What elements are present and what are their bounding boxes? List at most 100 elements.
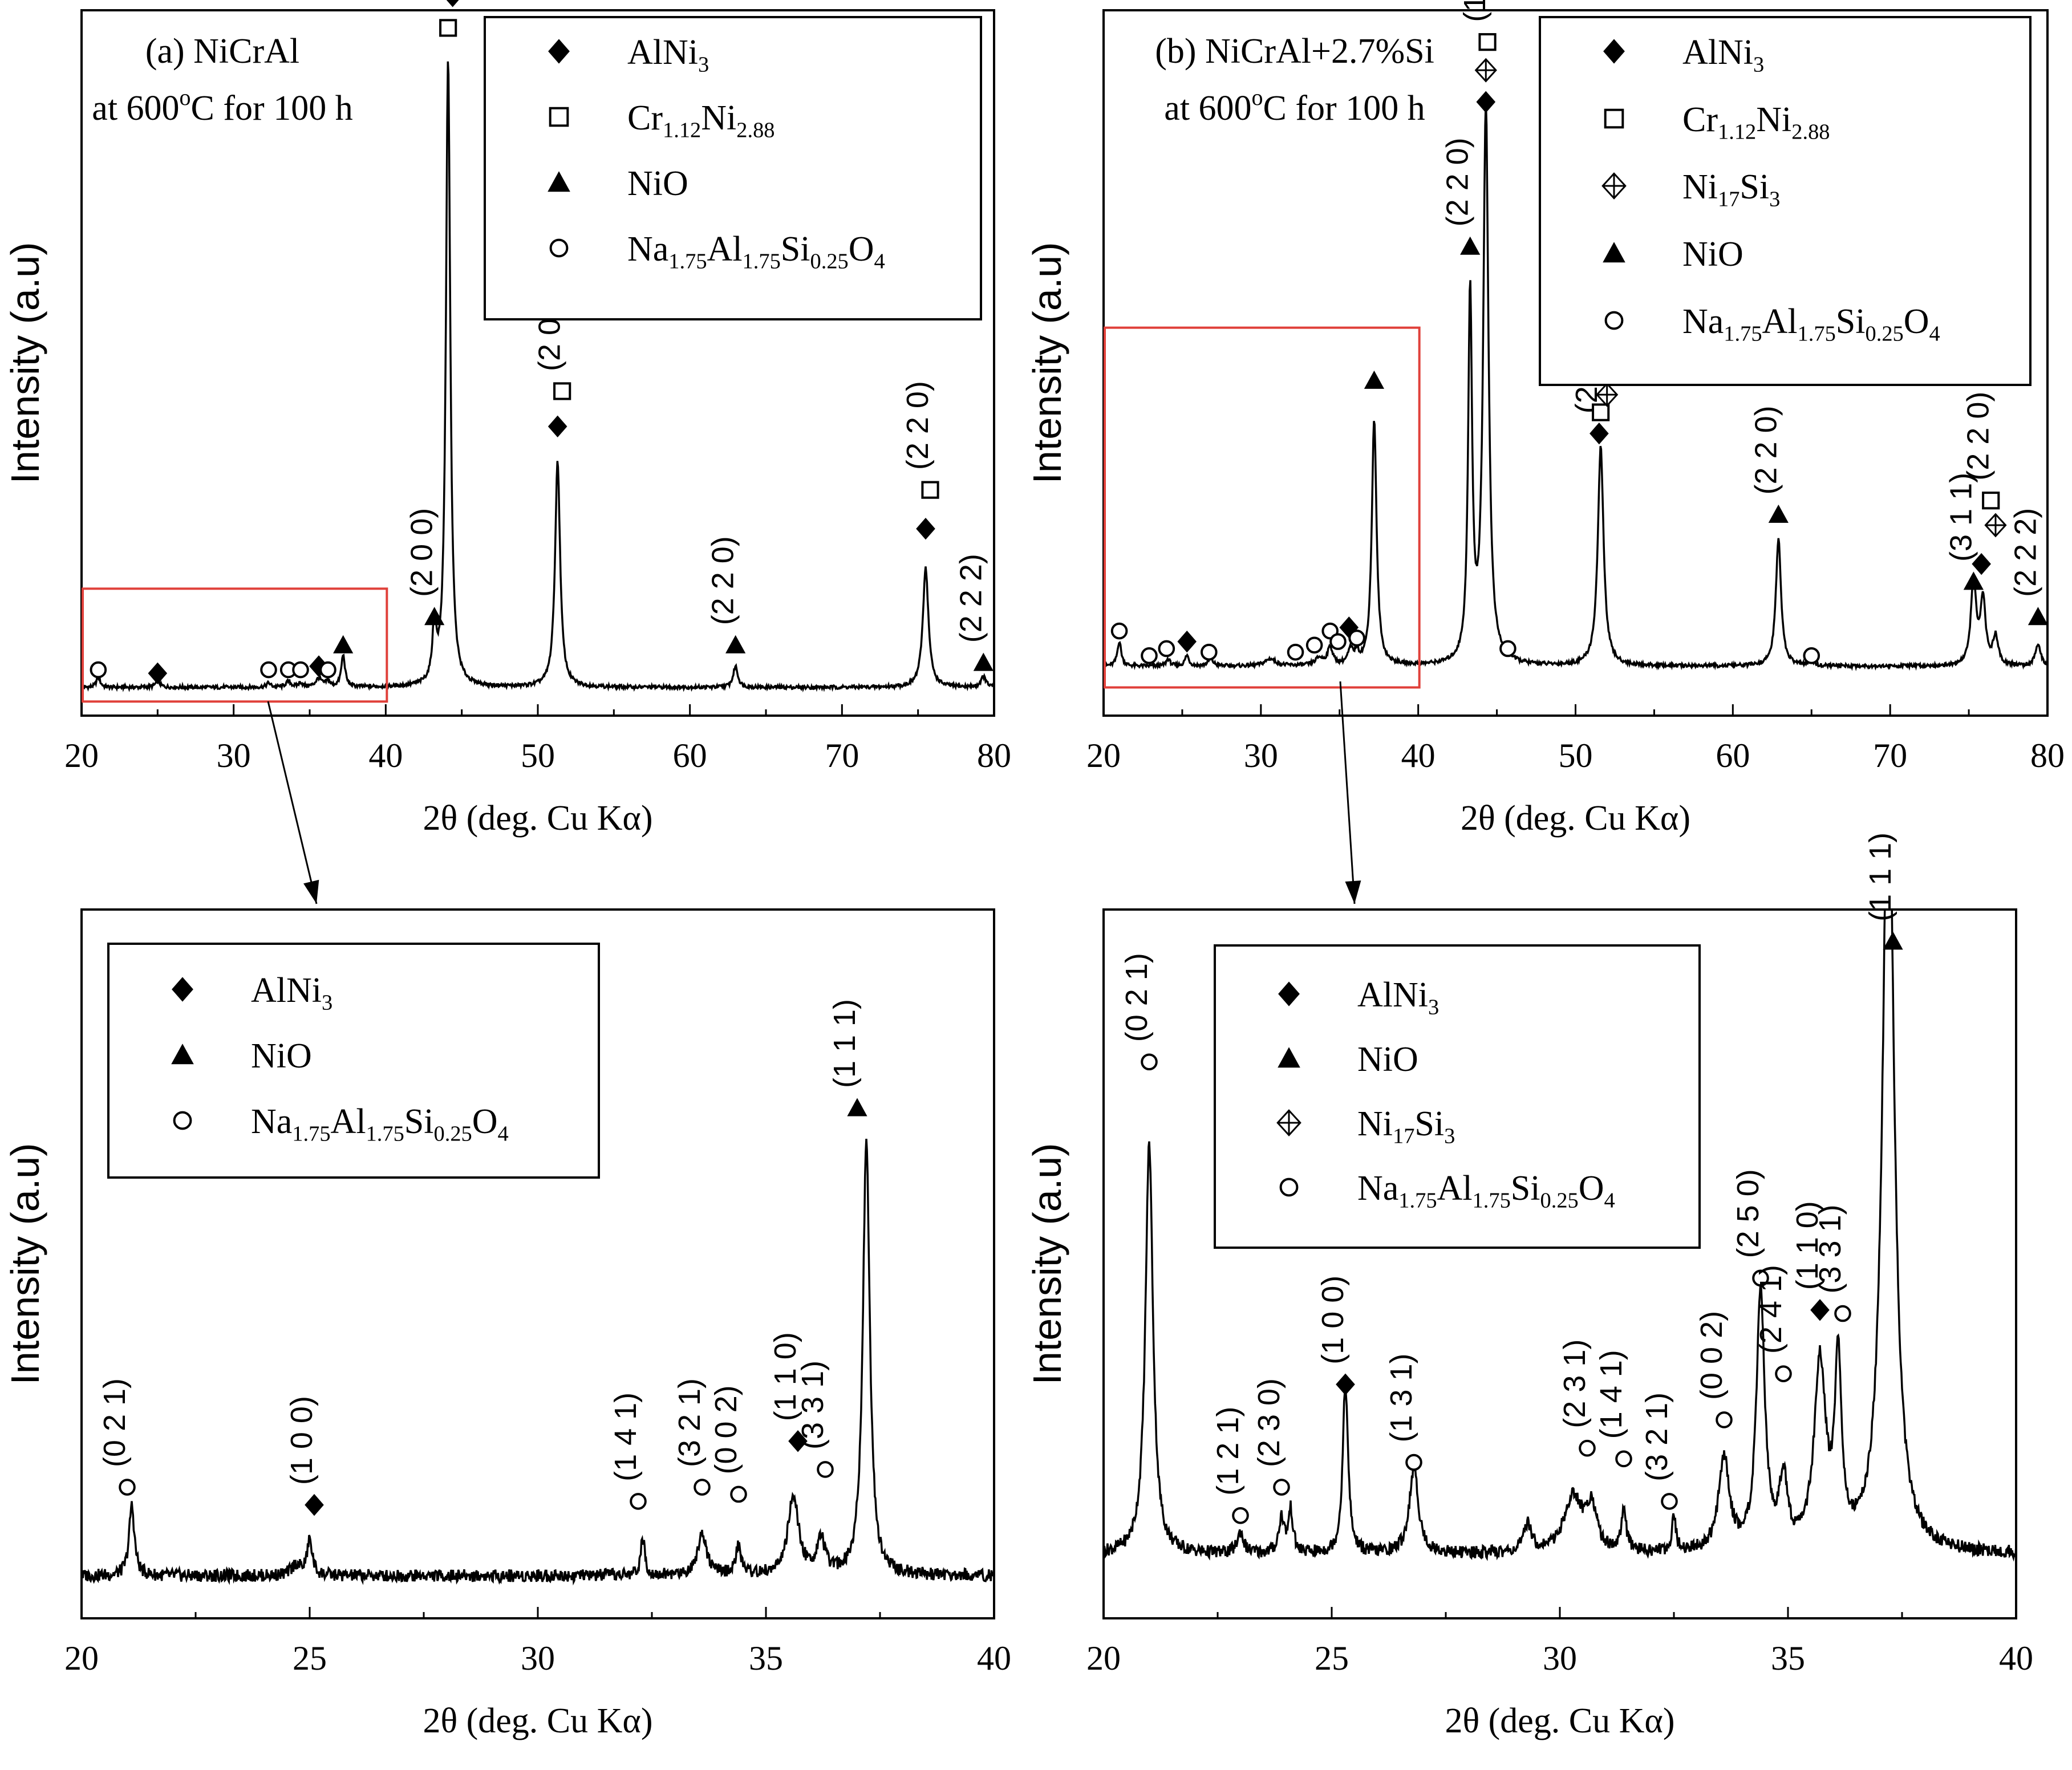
hkl-label: (2 3 0) [1252, 1378, 1286, 1467]
x-tick-label: 30 [1244, 737, 1278, 774]
diamond-shape [172, 977, 193, 1002]
legend-label: Ni17​Si3​ [1682, 168, 1780, 212]
square-shape [553, 382, 571, 400]
legend-item: Na1.75​Al1.75​Si0.25​O4​ [549, 230, 885, 274]
x-tick-label: 50 [521, 737, 555, 774]
x-tick-label: 30 [217, 737, 251, 774]
peak-marker-square-open [1478, 33, 1497, 51]
circle-shape [173, 1111, 192, 1130]
circle-shape [1499, 640, 1517, 657]
circle-shape [730, 1485, 747, 1503]
panel-title: (a) NiCrAl [145, 32, 299, 71]
x-tick-label: 70 [1873, 737, 1907, 774]
legend-item: NiO [171, 1037, 312, 1075]
peak-marker-square-open [1592, 403, 1610, 421]
triangle-shape [725, 635, 746, 653]
hkl-label: (1 0 0) [285, 1396, 319, 1485]
peak-marker-circle-open [1803, 647, 1820, 664]
x-tick-label: 80 [977, 737, 1011, 774]
triangle-shape [2028, 607, 2049, 626]
triangle-shape [1364, 370, 1385, 389]
x-tick-label: 60 [673, 737, 707, 774]
legend: AlNi3​ NiO Ni17​Si3​ Na1.75​Al1.75​Si0.25​O… [1214, 944, 1701, 1249]
circle-shape [1775, 1365, 1792, 1382]
hkl-label: (1 1 1) [1863, 833, 1897, 921]
circle-shape [630, 1493, 647, 1510]
legend-marker-diamond-crossed [1276, 1109, 1301, 1136]
x-axis: 20 25 30 35 40 [64, 1607, 1011, 1677]
peak-marker-circle-open [1273, 1479, 1290, 1496]
legend-marker-circle-open [173, 1111, 192, 1130]
x-tick-label: 35 [749, 1639, 783, 1677]
hkl-label: (2 3 1) [1558, 1339, 1592, 1428]
circle-shape [1752, 1269, 1769, 1287]
x-tick-label: 40 [977, 1639, 1011, 1677]
zoom-arrow-head [303, 879, 319, 904]
triangle-shape [1278, 1047, 1300, 1068]
peak-marker-square-open [439, 19, 457, 37]
hkl-label: (2 2 2) [2008, 508, 2042, 597]
peak-marker-diamond-crossed [1596, 382, 1619, 407]
zoom-arrow-head [1345, 880, 1361, 904]
panel-subtitle: at 600oC for 100 h [92, 84, 352, 128]
x-tick-label: 40 [1401, 737, 1436, 774]
hkl-label: (3 3 1) [1813, 1204, 1847, 1293]
legend-marker-square-open [1604, 108, 1624, 129]
diamond-shape [309, 655, 329, 677]
x-axis-label: 2θ (deg. Cu Kα) [423, 799, 652, 838]
chart-panel-b: 20 30 40 50 60 70 80 2θ (deg. Cu Kα) Intensity (… [1025, 0, 2065, 838]
circle-shape [1232, 1507, 1249, 1524]
triangle-shape [1768, 504, 1789, 523]
diamond-shape [548, 39, 570, 64]
y-axis-label: Intensity (a.u) [1025, 242, 1069, 484]
legend-marker-circle-open [1604, 311, 1624, 330]
peak-marker-diamond-filled [1339, 616, 1359, 639]
hkl-label: (2 4 1) [1754, 1265, 1788, 1354]
legend-label: Na1.75​Al1.75​Si0.25​O4​ [1682, 302, 1940, 346]
legend-item: NiO [1603, 235, 1743, 274]
peak-marker-diamond-crossed [1984, 513, 2007, 538]
legend-label: AlNi3​ [1357, 976, 1439, 1020]
diamond-shape [446, 0, 459, 7]
legend-item: Ni17​Si3​ [1601, 168, 1780, 212]
circle-shape [817, 1461, 834, 1478]
peak-marker-diamond-filled [309, 655, 329, 677]
circle-shape [1405, 1454, 1422, 1471]
peak-marker-triangle-filled [2028, 607, 2049, 626]
chart-panels: 20 30 40 50 60 70 80 2θ (deg. Cu Kα) Intensity (… [3, 0, 2065, 1740]
peak-marker-triangle-filled [725, 635, 746, 653]
legend-item: AlNi3​ [172, 971, 333, 1015]
legend-label: AlNi3​ [251, 971, 333, 1015]
square-shape [1478, 33, 1497, 51]
peak-marker-circle-open [1752, 1269, 1769, 1287]
x-axis: 20 30 40 50 60 70 80 [64, 704, 1011, 774]
triangle-shape [1883, 931, 1903, 950]
hkl-label: (2 2 0) [706, 536, 740, 625]
triangle-shape [1963, 571, 1984, 590]
x-tick-label: 20 [1086, 1639, 1121, 1677]
circle-shape [119, 1479, 136, 1496]
legend-label: Ni17​Si3​ [1357, 1105, 1455, 1148]
x-axis-label: 2θ (deg. Cu Kα) [1461, 799, 1690, 838]
peak-marker-triangle-filled [1460, 236, 1481, 255]
circle-shape [1305, 636, 1323, 654]
legend-item: Na1.75​Al1.75​Si0.25​O4​ [1604, 302, 1940, 346]
circle-shape [1273, 1479, 1290, 1496]
legend-item: AlNi3​ [1603, 33, 1764, 77]
legend-item: Cr1.12​Ni2.88​ [549, 99, 775, 143]
peak-marker-diamond-filled [446, 0, 459, 7]
hkl-label: (3 2 1) [1640, 1393, 1674, 1481]
hkl-label: (0 0 2) [1694, 1311, 1729, 1400]
y-axis-label: Intensity (a.u) [3, 1143, 47, 1385]
circle-shape [1834, 1305, 1851, 1322]
peak-annotations: (0 2 1) (1 0 0) (1 4 1) (3 2 1) (0 0 2) (1 1 … [98, 999, 867, 1516]
circle-shape [1803, 647, 1820, 664]
series-line [82, 1139, 994, 1586]
peak-annotations: (0 2 1) (1 2 1) (2 3 0) (1 0 0) (1 3 1) (2 3 … [1120, 833, 1903, 1524]
peak-marker-square-open [1982, 492, 2000, 510]
legend-item: Ni17​Si3​ [1276, 1105, 1455, 1148]
legend-marker-triangle-filled [548, 171, 570, 192]
legend-item: AlNi3​ [548, 33, 709, 77]
diamond-shape [916, 517, 935, 540]
peak-marker-diamond-filled [788, 1430, 808, 1452]
